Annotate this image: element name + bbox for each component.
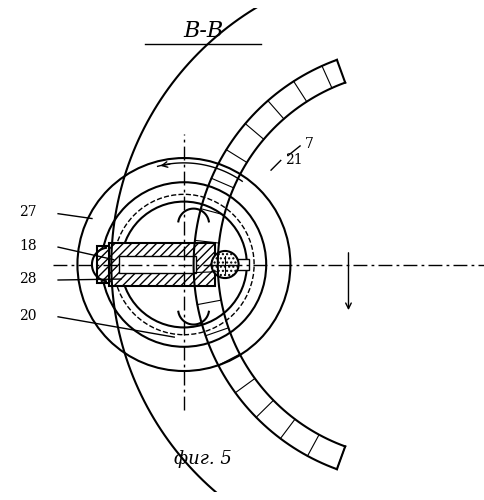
Text: 28: 28 [19,272,37,286]
Text: 7: 7 [305,138,314,151]
Bar [97,246,109,282]
Bar [215,258,249,270]
Text: 20: 20 [19,309,37,323]
Text: В-В: В-В [183,20,224,42]
Text: фиг. 5: фиг. 5 [174,450,232,468]
Bar [119,256,196,273]
Text: 18: 18 [19,239,37,253]
Circle shape [212,251,239,278]
Text: 21: 21 [286,154,303,168]
Text: 27: 27 [19,205,37,219]
Bar [109,242,215,286]
